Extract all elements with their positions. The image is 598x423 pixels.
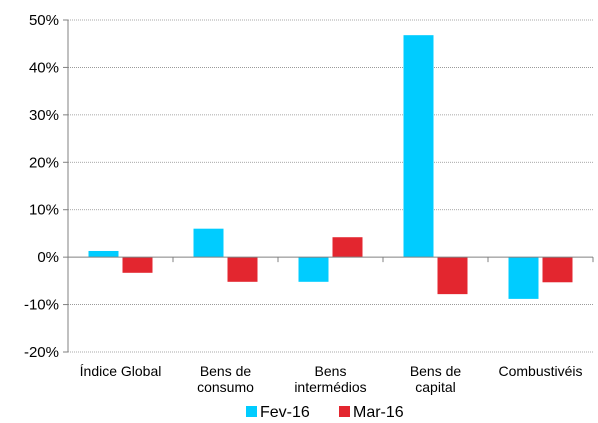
x-category-label-line: Bens	[315, 363, 347, 379]
y-tick-label: 40%	[29, 59, 59, 76]
bar-fev-16-4	[508, 257, 539, 299]
x-category-label-line: consumo	[197, 379, 254, 395]
bar-mar-16-0	[122, 257, 153, 273]
bar-mar-16-1	[227, 257, 258, 282]
x-category-label: Bens de consumo	[197, 363, 254, 395]
legend-swatch-mar-16	[339, 406, 350, 417]
bar-fev-16-3	[403, 35, 434, 258]
x-category-label-line: Bens de	[200, 363, 252, 379]
bar-mar-16-2	[332, 237, 363, 258]
x-category-label: Índice Global	[80, 363, 162, 379]
y-tick-label: 50%	[29, 12, 59, 29]
x-category-label-line: intermédios	[294, 379, 366, 395]
x-category-label-line: Bens de	[410, 363, 462, 379]
bar-mar-16-3	[437, 257, 468, 295]
legend-label-fev-16: Fev-16	[260, 404, 310, 421]
y-tick-label: -10%	[24, 297, 59, 314]
bar-fev-16-1	[193, 228, 224, 258]
bar-mar-16-4	[542, 257, 573, 283]
x-category-label: Bens de capital	[410, 363, 462, 395]
y-tick-label: 10%	[29, 202, 59, 219]
y-tick-label: 30%	[29, 107, 59, 124]
y-axis: -20% -10% 0% 10% 20% 30% 40% 50%	[24, 12, 69, 361]
x-category-label: Bens intermédios	[294, 363, 366, 395]
y-tick-label: -20%	[24, 344, 59, 361]
x-category-label-line: Índice Global	[80, 363, 162, 379]
x-category-label-line: capital	[415, 379, 455, 395]
legend-swatch-fev-16	[246, 406, 257, 417]
x-category-label-line: Combustivéis	[498, 363, 582, 379]
legend-label-mar-16: Mar-16	[353, 404, 404, 421]
bar-fev-16-2	[298, 257, 329, 282]
legend: Fev-16 Mar-16	[246, 404, 404, 421]
y-tick-label: 0%	[37, 249, 59, 266]
y-tick-label: 20%	[29, 154, 59, 171]
bar-fev-16-0	[88, 250, 119, 258]
bars	[88, 35, 573, 299]
gridlines	[68, 19, 593, 353]
x-category-label: Combustivéis	[498, 363, 582, 379]
